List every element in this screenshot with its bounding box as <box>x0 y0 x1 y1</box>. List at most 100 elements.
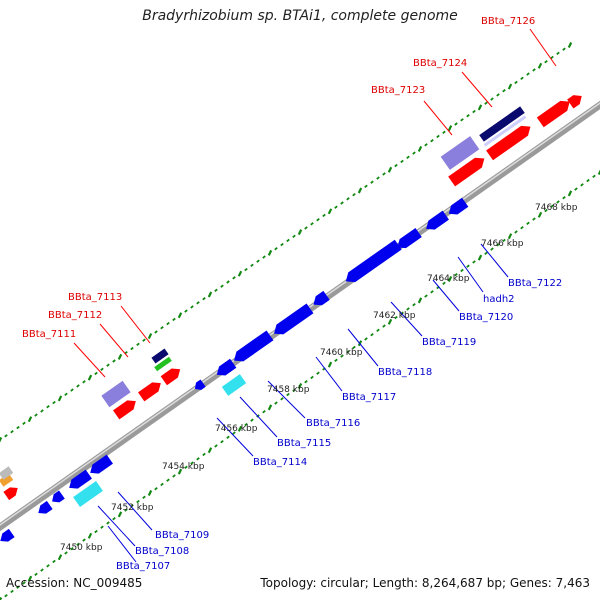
gene-forward-shape <box>486 125 531 161</box>
gene-reverse-shape <box>194 379 206 390</box>
inner-tick <box>280 397 284 401</box>
inner-tick <box>244 422 248 427</box>
gene-forward <box>138 382 161 402</box>
inner-tick <box>232 431 236 435</box>
inner-tick <box>346 350 350 354</box>
inner-tick <box>514 230 518 234</box>
outer-tick <box>406 155 410 159</box>
forward-gene-label: BBta_7111 <box>22 329 76 340</box>
inner-tick <box>502 238 506 243</box>
outer-tick <box>147 333 153 340</box>
outer-tick <box>502 89 506 93</box>
inner-tick <box>117 511 123 518</box>
outer-tick <box>52 400 56 405</box>
gene-forward <box>113 400 136 420</box>
inner-tick <box>82 538 86 542</box>
gene-reverse <box>69 469 92 489</box>
gene-reverse-shape <box>38 500 53 514</box>
reverse-gene-label: BBta_7107 <box>116 561 170 572</box>
forward-gene-label: BBta_7113 <box>68 292 122 303</box>
gene-reverse <box>448 197 469 215</box>
inner-tick <box>592 174 596 178</box>
outer-tick <box>106 363 110 367</box>
inner-tick <box>166 478 170 482</box>
inner-tick <box>184 465 188 470</box>
outer-tick <box>142 338 146 342</box>
outer-tick <box>370 180 374 184</box>
outer-tick <box>70 388 74 392</box>
outer-tick <box>322 213 326 218</box>
inner-tick <box>202 452 206 457</box>
gene-forward-shape <box>113 400 136 420</box>
inner-tick <box>297 383 303 389</box>
outer-tick <box>267 249 273 256</box>
outer-tick <box>226 280 230 284</box>
reverse-gene-labels: BBta_7107 BBta_7108 BBta_7109 BBta_7114 BBta… <box>116 278 562 572</box>
inner-tick <box>544 208 548 213</box>
kbp-label: 7456 kbp <box>215 424 258 434</box>
inner-tick <box>447 276 453 282</box>
outer-tick <box>304 226 308 230</box>
inner-tick <box>220 439 224 444</box>
inner-tick <box>466 264 470 268</box>
gene-rna-light <box>101 380 131 408</box>
gene-forward <box>567 95 582 109</box>
inner-tick <box>430 290 434 294</box>
inner-tick <box>10 589 14 594</box>
gene-rna-dark-shape <box>151 348 169 364</box>
forward-leader <box>423 100 453 136</box>
gene-forward <box>536 100 570 128</box>
gene-reverse <box>216 358 237 376</box>
reverse-leader <box>267 380 306 419</box>
outer-tick <box>447 125 453 132</box>
outer-tick <box>477 104 483 111</box>
gene-reverse <box>397 228 422 249</box>
inner-tick <box>364 337 368 341</box>
reverse-gene-label: BBta_7122 <box>508 278 562 289</box>
forward-leader <box>529 28 557 67</box>
inner-tick <box>537 211 543 218</box>
inner-tick <box>412 302 416 307</box>
outer-tick <box>4 434 8 438</box>
gene-reverse-shape <box>274 303 314 335</box>
outer-tick <box>340 201 344 205</box>
outer-tick <box>40 409 44 413</box>
outer-tick <box>454 122 458 126</box>
outer-tick <box>400 159 404 164</box>
forward-leader <box>73 342 106 378</box>
reverse-gene-label: BBta_7114 <box>253 457 307 468</box>
inner-tick <box>394 315 398 320</box>
inner-tick <box>34 572 38 577</box>
outer-tick <box>184 309 188 313</box>
outer-tick <box>484 101 488 105</box>
kbp-labels: 7450 kbp 7452 kbp 7454 kbp 7456 kbp 7458 kbp… <box>60 203 578 553</box>
inner-tick <box>94 529 98 534</box>
inner-tick <box>382 324 386 328</box>
outer-tick <box>472 109 476 114</box>
outer-tick <box>520 76 524 80</box>
outer-tick <box>466 113 470 118</box>
inner-tick <box>340 354 344 358</box>
inner-tick <box>316 371 320 375</box>
outer-tick <box>166 321 170 326</box>
kbp-label: 7466 kbp <box>481 239 524 249</box>
inner-tick <box>64 551 68 555</box>
inner-tick <box>196 457 200 461</box>
reverse-gene-label: BBta_7119 <box>422 337 476 348</box>
gene-reverse <box>313 290 330 306</box>
inner-tick <box>574 187 578 191</box>
reverse-gene-label: BBta_7120 <box>459 312 513 323</box>
inner-tick <box>286 392 290 397</box>
outer-tick <box>442 130 446 135</box>
outer-tick <box>526 72 530 76</box>
kbp-label: 7462 kbp <box>373 311 416 321</box>
outer-tick <box>567 42 573 48</box>
inner-tick <box>214 444 218 448</box>
inner-tick <box>597 169 600 175</box>
inner-tick <box>406 307 410 311</box>
outer-tick <box>280 242 284 247</box>
gene-forward-shape <box>160 368 181 386</box>
gene-cyan <box>221 374 247 396</box>
outer-tick <box>190 305 194 309</box>
outer-tick <box>327 208 333 215</box>
